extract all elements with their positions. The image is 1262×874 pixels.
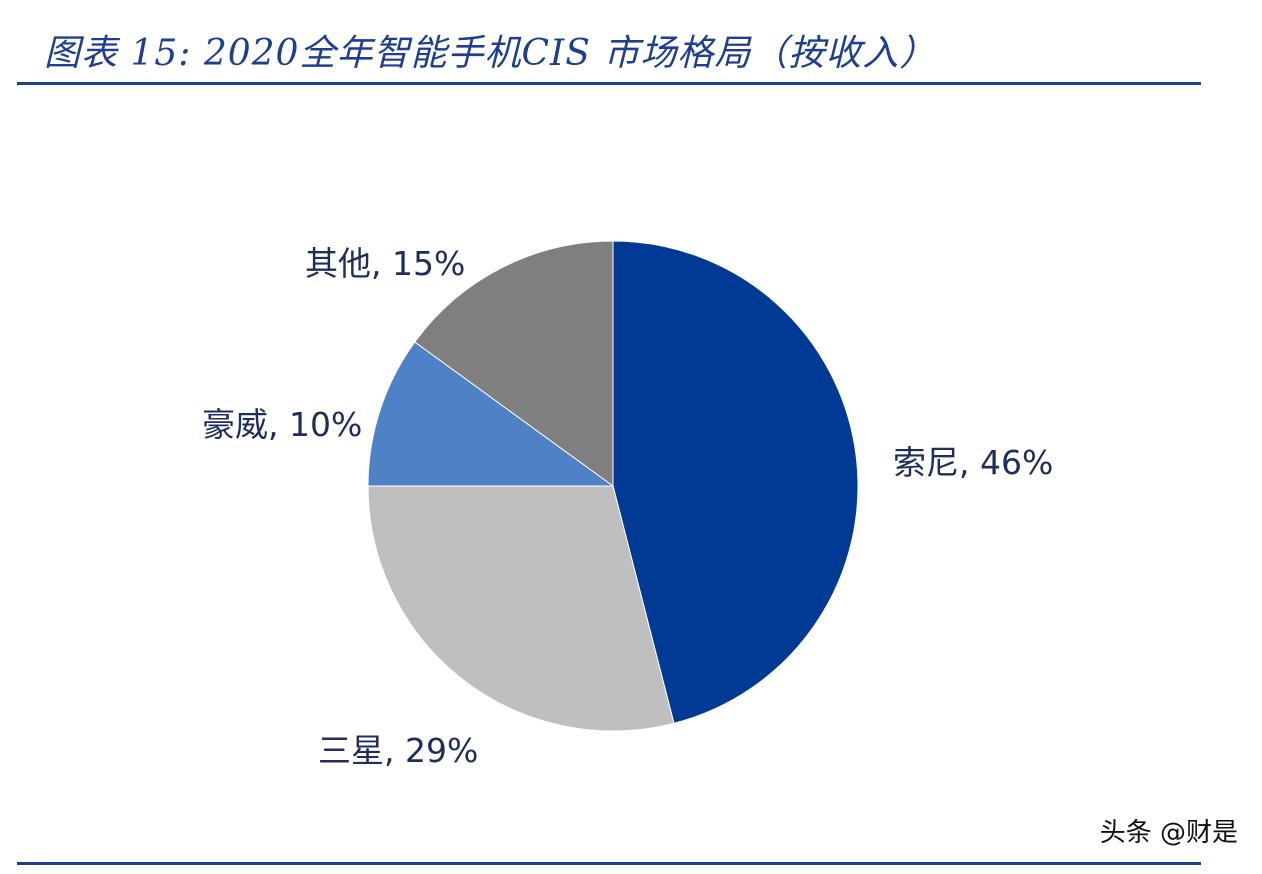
pie-slice-4 bbox=[414, 240, 614, 487]
title-divider bbox=[17, 82, 1201, 85]
pie-slice-2 bbox=[367, 485, 675, 732]
pie-slice-1 bbox=[612, 240, 859, 724]
pie-slices bbox=[367, 240, 859, 732]
pie-labels: 索尼, 46% 三星, 29% 豪威, 10% 其他, 15% bbox=[202, 244, 1053, 770]
slice-label-4: 其他, 15% bbox=[305, 244, 465, 283]
figure-title: 图表 15: 2020全年智能手机CIS 市场格局（按收入） bbox=[44, 33, 937, 74]
slice-label-1: 索尼, 46% bbox=[893, 443, 1053, 482]
slice-label-3: 豪威, 10% bbox=[202, 405, 362, 444]
watermark-text: 头条 @财是 bbox=[1099, 818, 1238, 848]
footer-divider bbox=[17, 862, 1201, 865]
slice-label-2: 三星, 29% bbox=[318, 731, 478, 770]
pie-slice-3 bbox=[367, 341, 615, 487]
